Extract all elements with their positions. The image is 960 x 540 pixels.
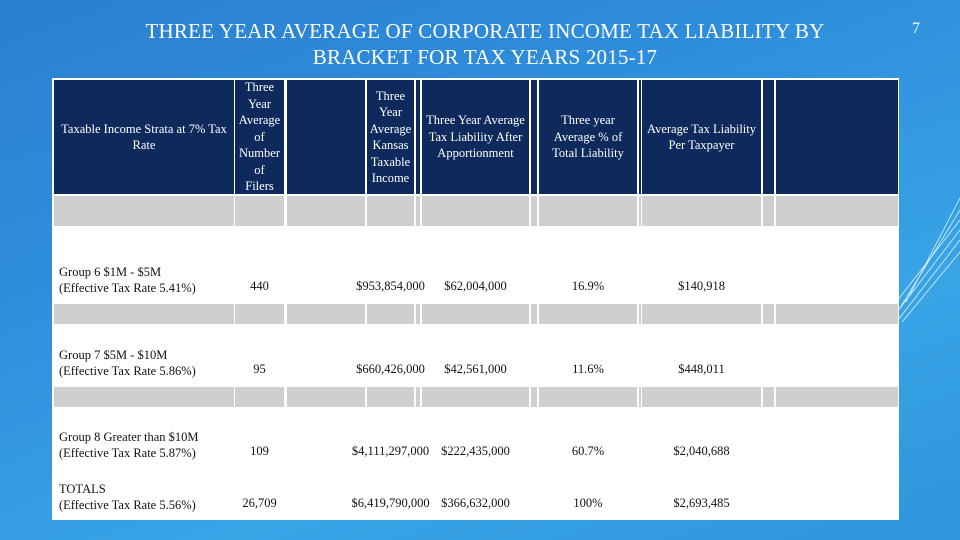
row-label-line2: (Effective Tax Rate 5.56%) bbox=[59, 498, 196, 512]
slide-title: THREE YEAR AVERAGE OF CORPORATE INCOME T… bbox=[145, 19, 825, 69]
row-separator bbox=[422, 387, 529, 407]
row-label-line1: Group 8 Greater than $10M bbox=[59, 430, 199, 444]
cell-per-taxpayer: $2,693,485 bbox=[673, 496, 730, 510]
row-label: Group 7 $5M - $10M (Effective Tax Rate 5.… bbox=[54, 326, 234, 385]
column-header: Three year Average % of Total Liability bbox=[539, 80, 637, 194]
cell-per-taxpayer: $2,040,688 bbox=[673, 444, 730, 458]
row-label-line2: (Effective Tax Rate 5.41%) bbox=[59, 281, 196, 295]
header-spacer bbox=[416, 80, 420, 194]
tax-liability-table: Taxable Income Strata at 7% Tax Rate Thre… bbox=[52, 78, 899, 520]
row-separator bbox=[422, 304, 529, 324]
row-separator bbox=[416, 196, 420, 226]
cell-taxable-income: $660,426,000 bbox=[356, 362, 425, 376]
row-separator bbox=[642, 304, 761, 324]
row-separator bbox=[642, 387, 761, 407]
row-separator bbox=[416, 387, 420, 407]
row-separator bbox=[539, 387, 637, 407]
row-separator bbox=[776, 196, 898, 226]
cell-taxable-income: $4,111,297,000 bbox=[351, 444, 430, 458]
row-label-line2: (Effective Tax Rate 5.86%) bbox=[59, 364, 196, 378]
decorative-lines bbox=[889, 197, 960, 323]
row-separator bbox=[639, 304, 641, 324]
cell-taxable-income: $6,419,790,000 bbox=[351, 496, 430, 510]
page-number: 7 bbox=[912, 20, 920, 37]
cell-pct-total: 100% bbox=[573, 496, 603, 510]
row-separator bbox=[422, 196, 529, 226]
row-separator bbox=[287, 387, 365, 407]
row-separator bbox=[54, 387, 234, 407]
row-separator bbox=[531, 304, 537, 324]
row-separator bbox=[763, 196, 774, 226]
row-label: Group 8 Greater than $10M (Effective Tax … bbox=[54, 409, 234, 467]
header-strata: Taxable Income Strata at 7% Tax Rate bbox=[54, 80, 234, 194]
row-separator bbox=[367, 196, 414, 226]
row-label-line1: Group 6 $1M - $5M bbox=[59, 265, 162, 279]
row-label-line2: (Effective Tax Rate 5.87%) bbox=[59, 446, 196, 460]
cell-pct-total: 16.9% bbox=[571, 279, 605, 293]
cell-pct-total: 11.6% bbox=[572, 362, 604, 376]
row-separator bbox=[776, 387, 898, 407]
column-header: Three Year Average Tax Liability After A… bbox=[422, 80, 529, 194]
row-label-line1: Group 7 $5M - $10M bbox=[59, 348, 168, 362]
header-spacer bbox=[776, 80, 898, 194]
row-separator bbox=[639, 196, 641, 226]
cell-tax-liability: $366,632,000 bbox=[441, 496, 510, 510]
row-separator bbox=[367, 387, 414, 407]
row-separator bbox=[531, 196, 537, 226]
row-separator bbox=[642, 196, 761, 226]
row-separator bbox=[539, 304, 637, 324]
header-spacer bbox=[287, 80, 365, 194]
cell-pct-total: 60.7% bbox=[571, 444, 605, 458]
row-separator bbox=[367, 304, 414, 324]
row-separator bbox=[539, 196, 637, 226]
cell-filers: 440 bbox=[250, 279, 269, 293]
cell-filers: 109 bbox=[250, 444, 269, 458]
column-header: Average Tax Liability Per Taxpayer bbox=[642, 80, 761, 194]
row-separator bbox=[416, 304, 420, 324]
row-separator bbox=[287, 196, 365, 226]
header-spacer bbox=[531, 80, 537, 194]
row-label-line1: TOTALS bbox=[59, 482, 106, 496]
cell-filers: 95 bbox=[253, 362, 266, 376]
row-separator bbox=[235, 304, 284, 324]
cell-per-taxpayer: $448,011 bbox=[678, 362, 725, 376]
row-separator bbox=[235, 196, 284, 226]
row-separator bbox=[54, 304, 234, 324]
column-header: Three Year Average of Number of Filers bbox=[235, 80, 284, 194]
row-separator bbox=[763, 387, 774, 407]
row-separator bbox=[776, 304, 898, 324]
cell-tax-liability: $62,004,000 bbox=[444, 279, 507, 293]
column-header: Three Year Average Kansas Taxable Income bbox=[367, 80, 414, 194]
row-separator bbox=[235, 387, 284, 407]
cell-tax-liability: $42,561,000 bbox=[444, 362, 507, 376]
cell-tax-liability: $222,435,000 bbox=[441, 444, 510, 458]
row-label: Group 6 $1M - $5M (Effective Tax Rate 5.4… bbox=[54, 228, 234, 302]
row-separator bbox=[287, 304, 365, 324]
row-separator bbox=[531, 387, 537, 407]
row-separator bbox=[639, 387, 641, 407]
header-spacer bbox=[639, 80, 641, 194]
cell-filers: 26,709 bbox=[242, 496, 277, 510]
cell-per-taxpayer: $140,918 bbox=[678, 279, 725, 293]
totals-label: TOTALS (Effective Tax Rate 5.56%) bbox=[54, 469, 234, 519]
cell-taxable-income: $953,854,000 bbox=[356, 279, 425, 293]
row-separator bbox=[54, 196, 234, 226]
header-spacer bbox=[763, 80, 774, 194]
row-separator bbox=[763, 304, 774, 324]
